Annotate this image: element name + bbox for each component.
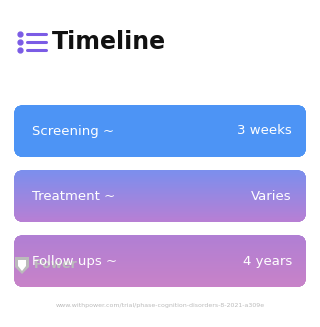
Text: 3 weeks: 3 weeks bbox=[237, 125, 292, 137]
Text: Follow ups ~: Follow ups ~ bbox=[32, 254, 117, 267]
Polygon shape bbox=[18, 260, 26, 271]
FancyBboxPatch shape bbox=[14, 105, 306, 157]
Polygon shape bbox=[15, 257, 29, 274]
Text: 4 years: 4 years bbox=[243, 254, 292, 267]
FancyBboxPatch shape bbox=[14, 235, 306, 287]
FancyBboxPatch shape bbox=[14, 170, 306, 222]
Text: Power: Power bbox=[34, 259, 78, 271]
Text: Varies: Varies bbox=[252, 190, 292, 202]
Text: Treatment ~: Treatment ~ bbox=[32, 190, 115, 202]
Text: www.withpower.com/trial/phase-cognition-disorders-8-2021-a309e: www.withpower.com/trial/phase-cognition-… bbox=[55, 302, 265, 307]
Text: Screening ~: Screening ~ bbox=[32, 125, 114, 137]
Text: Timeline: Timeline bbox=[52, 30, 166, 54]
